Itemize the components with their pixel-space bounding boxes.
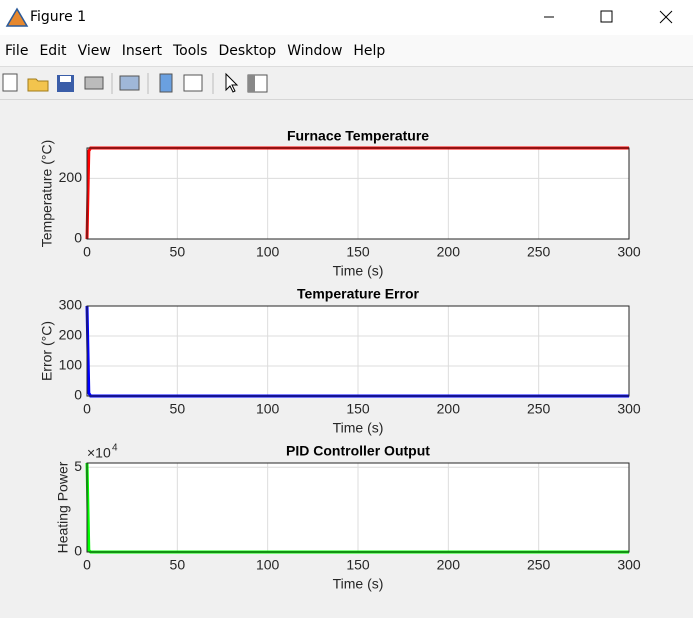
menu-item[interactable]: File xyxy=(5,43,29,59)
menu-item[interactable]: Desktop xyxy=(218,43,277,59)
menu-item[interactable]: Edit xyxy=(39,43,67,59)
window-title: Figure 1 xyxy=(30,9,87,25)
toolbar xyxy=(0,67,693,100)
exponent-base: ×10 xyxy=(87,445,111,461)
chart-title: PID Controller Output xyxy=(286,443,430,459)
axes-box xyxy=(86,462,630,553)
menu-item[interactable]: Help xyxy=(353,43,386,59)
y-tick-label: 0 xyxy=(74,387,82,403)
y-tick-label: 0 xyxy=(74,230,82,246)
axes-box xyxy=(86,305,630,397)
app-icon xyxy=(5,7,29,27)
x-tick-label: 50 xyxy=(170,244,186,260)
y-tick-label: 100 xyxy=(59,357,83,373)
x-tick-label: 100 xyxy=(256,557,280,573)
x-tick-label: 300 xyxy=(617,557,641,573)
x-tick-label: 150 xyxy=(346,244,370,260)
x-axis-label: Time (s) xyxy=(333,576,384,592)
x-tick-label: 250 xyxy=(527,401,551,417)
chart-title: Temperature Error xyxy=(297,286,419,302)
x-tick-label: 50 xyxy=(170,557,186,573)
menu-item[interactable]: Window xyxy=(287,43,343,59)
x-tick-label: 150 xyxy=(346,401,370,417)
x-tick-label: 50 xyxy=(170,401,186,417)
x-tick-label: 100 xyxy=(256,401,280,417)
x-tick-label: 200 xyxy=(437,557,461,573)
exponent-power: 4 xyxy=(112,443,118,454)
x-tick-label: 300 xyxy=(617,401,641,417)
y-tick-label: 5 xyxy=(74,458,82,474)
menu-item[interactable]: Insert xyxy=(121,43,162,59)
y-tick-label: 300 xyxy=(59,297,83,313)
y-axis-label: Temperature (°C) xyxy=(39,140,55,248)
x-tick-label: 300 xyxy=(617,244,641,260)
y-tick-label: 200 xyxy=(59,169,83,185)
x-tick-label: 150 xyxy=(346,557,370,573)
y-tick-label: 200 xyxy=(59,327,83,343)
chart-title: Furnace Temperature xyxy=(287,128,429,144)
x-tick-label: 200 xyxy=(437,244,461,260)
x-axis-label: Time (s) xyxy=(333,420,384,436)
x-tick-label: 0 xyxy=(83,557,91,573)
toolbar-icons[interactable] xyxy=(0,67,280,99)
y-axis-label: Heating Power xyxy=(55,461,71,553)
menu-item[interactable]: Tools xyxy=(172,43,208,59)
window-controls[interactable] xyxy=(533,0,693,35)
menu-bar: File Edit View Insert Tools Desktop Window Help xyxy=(0,35,693,67)
y-axis-label: Error (°C) xyxy=(39,321,55,381)
x-tick-label: 0 xyxy=(83,244,91,260)
x-axis-label: Time (s) xyxy=(333,263,384,279)
x-tick-label: 200 xyxy=(437,401,461,417)
x-tick-label: 250 xyxy=(527,244,551,260)
y-tick-label: 0 xyxy=(74,543,82,559)
axes-box xyxy=(86,147,630,240)
menu-item[interactable]: View xyxy=(77,43,111,59)
x-tick-label: 250 xyxy=(527,557,551,573)
x-tick-label: 0 xyxy=(83,401,91,417)
x-tick-label: 100 xyxy=(256,244,280,260)
title-bar: Figure 1 xyxy=(0,0,693,35)
